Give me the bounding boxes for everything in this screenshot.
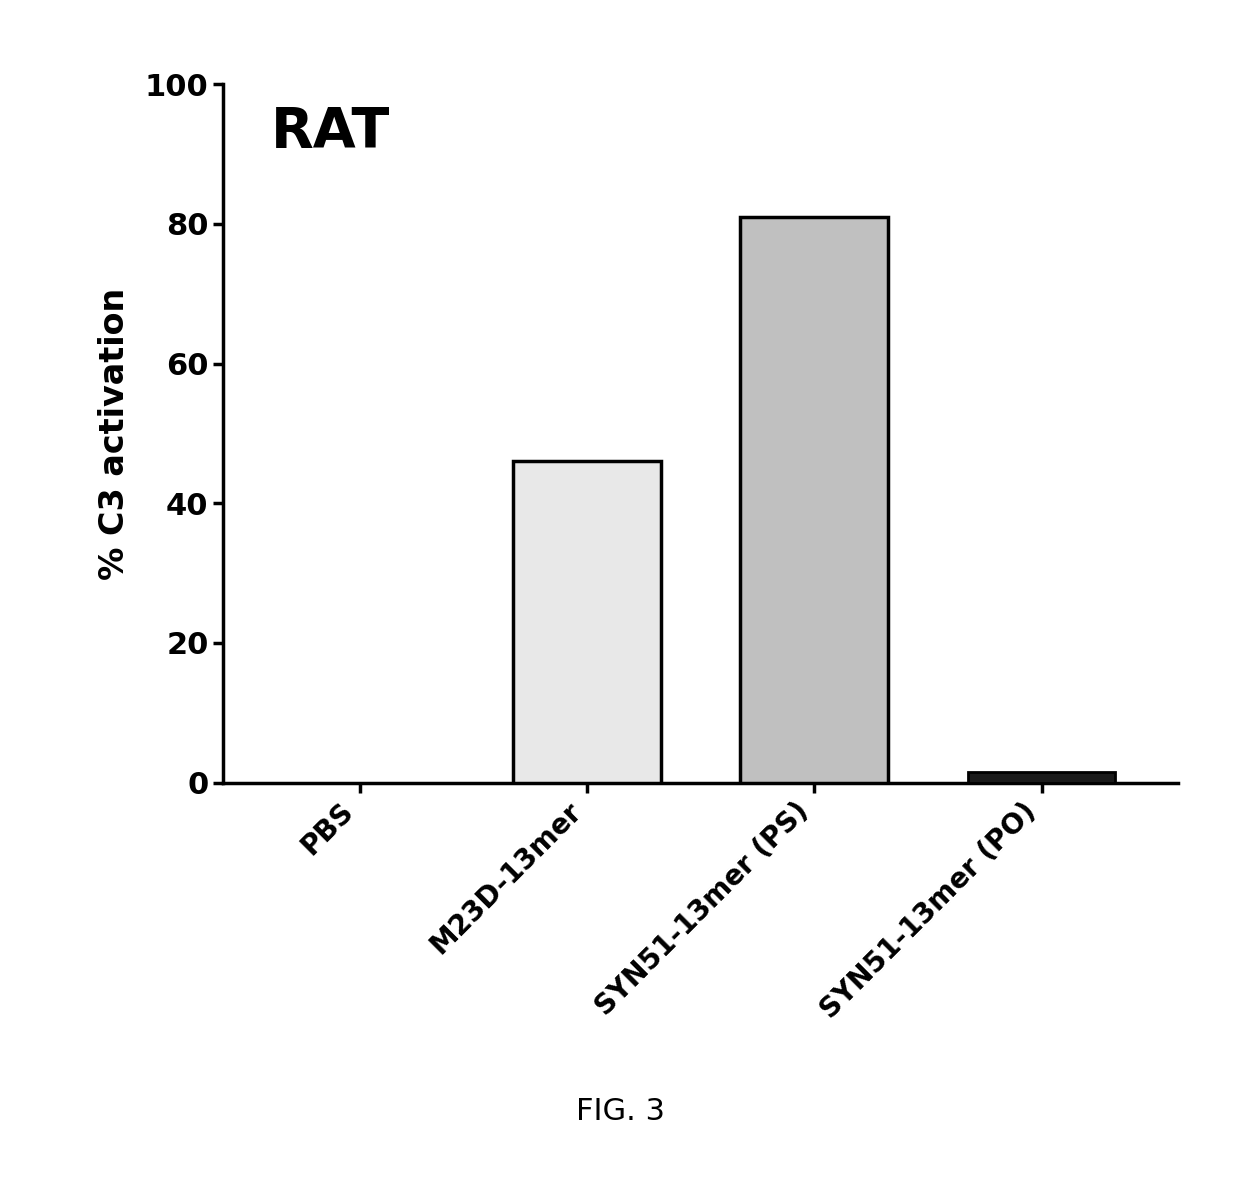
Bar	[967, 772, 1116, 783]
Text: FIG. 3: FIG. 3	[575, 1097, 665, 1126]
Y-axis label: % C3 activation: % C3 activation	[98, 288, 131, 579]
Bar	[513, 461, 661, 783]
Text: RAT: RAT	[270, 105, 391, 159]
Bar	[740, 217, 888, 783]
